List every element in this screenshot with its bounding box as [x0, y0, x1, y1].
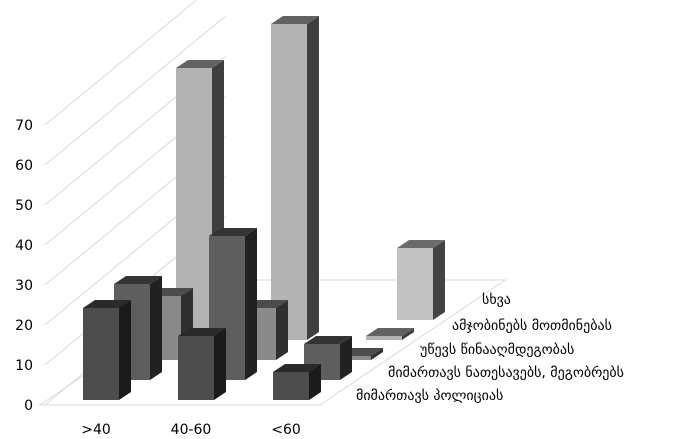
bar-front	[335, 356, 371, 360]
bar-side	[307, 16, 319, 340]
y-tick-label: 0	[24, 398, 33, 414]
bar-side	[150, 276, 162, 380]
legend: მიმართავს პოლიციას მიმართავს ნათესავებს, …	[356, 292, 624, 404]
legend-item: უწევს წინააღმდეგობას	[420, 342, 574, 358]
bar-side	[402, 328, 414, 340]
bar-top	[366, 328, 414, 336]
y-tick-label: 20	[15, 318, 33, 334]
bar-top	[304, 336, 352, 344]
bar-top	[273, 364, 321, 372]
bars	[83, 16, 445, 400]
bar-side	[276, 300, 288, 360]
bar	[366, 328, 414, 340]
bar	[178, 328, 226, 400]
bar-front	[83, 308, 119, 400]
gridline	[44, 16, 226, 166]
bar-front	[271, 24, 307, 340]
bar-top	[271, 16, 319, 24]
legend-item: მიმართავს პოლიციას	[356, 387, 503, 404]
y-tick-label: 70	[15, 118, 33, 134]
bar-side	[371, 348, 383, 360]
bar-side	[214, 328, 226, 400]
legend-item: მიმართავს ნათესავებს, მეგობრებს	[388, 364, 624, 381]
y-tick-label: 50	[15, 198, 33, 214]
y-tick-label: 10	[15, 358, 33, 374]
gridline	[44, 0, 198, 126]
y-tick-label: 60	[15, 158, 33, 174]
bar-top	[178, 328, 226, 336]
bar-side	[433, 240, 445, 320]
bar-front	[366, 336, 402, 340]
y-tick-label: 30	[15, 278, 33, 294]
bar-top	[114, 276, 162, 284]
bar-side	[309, 364, 321, 400]
bar-front	[273, 372, 309, 400]
legend-item: ამჯობინებს მოთმინებას	[452, 318, 612, 334]
y-axis-ticks: 0 10 20 30 40 50 60 70	[15, 118, 33, 414]
y-tick-label: 40	[15, 238, 33, 254]
bar-top	[83, 300, 131, 308]
bar-top	[397, 240, 445, 248]
x-tick-label: >40	[81, 422, 111, 438]
bar-top	[209, 228, 257, 236]
x-axis-categories: >40 40-60 <60	[81, 422, 301, 438]
bar-front	[178, 336, 214, 400]
grid-lines	[44, 0, 226, 406]
bar	[273, 364, 321, 400]
bar-front	[397, 248, 433, 320]
bar-side	[119, 300, 131, 400]
legend-item: სხვა	[482, 292, 511, 308]
bar-side	[245, 228, 257, 380]
x-tick-label: <60	[271, 422, 301, 438]
bar	[271, 16, 319, 340]
bar-top	[176, 60, 224, 68]
bar-side	[340, 336, 352, 380]
bar	[83, 300, 131, 400]
x-tick-label: 40-60	[171, 422, 212, 438]
bar	[397, 240, 445, 320]
